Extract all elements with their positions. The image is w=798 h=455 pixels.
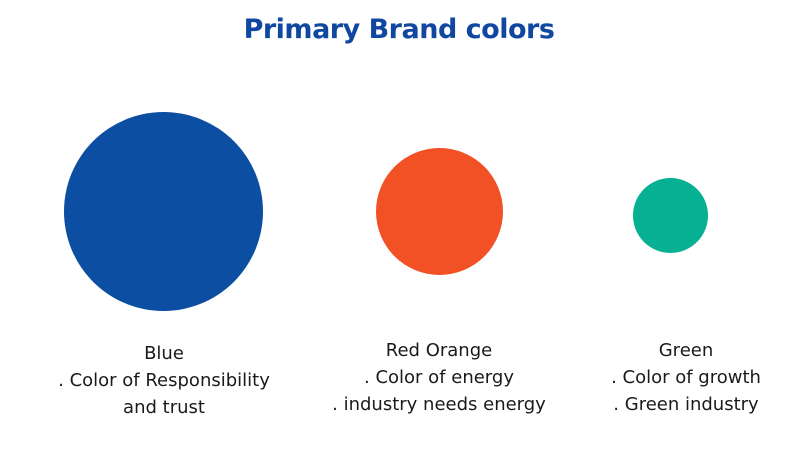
- green-color-caption: Green . Color of growth . Green industry: [586, 337, 786, 418]
- color-name: Green: [658, 340, 714, 361]
- red-orange-color-caption: Red Orange . Color of energy . industry …: [314, 337, 564, 418]
- color-description-line: . Color of growth: [611, 367, 761, 388]
- color-description-line: . industry needs energy: [332, 394, 546, 415]
- red-orange-color-swatch: [376, 148, 503, 275]
- page-title: Primary Brand colors: [243, 14, 555, 45]
- color-description-line: . Color of energy: [364, 367, 514, 388]
- color-name: Red Orange: [385, 340, 493, 361]
- color-description-line: . Color of Responsibility: [58, 370, 270, 391]
- color-description-line: . Green industry: [613, 394, 759, 415]
- blue-color-caption: Blue . Color of Responsibility and trust: [34, 340, 294, 421]
- green-color-swatch: [633, 178, 708, 253]
- blue-color-swatch: [64, 112, 263, 311]
- color-description-line: and trust: [123, 397, 205, 418]
- color-name: Blue: [144, 343, 184, 364]
